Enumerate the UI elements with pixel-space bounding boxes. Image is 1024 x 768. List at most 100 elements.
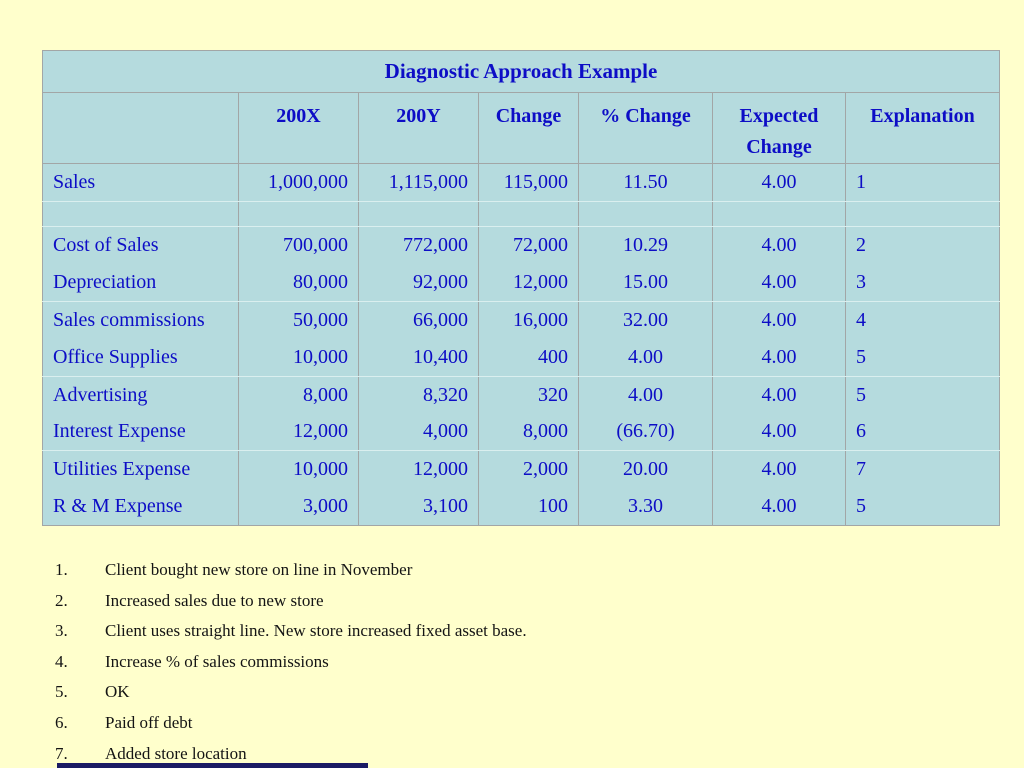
- cell-200x: 700,000: [238, 226, 359, 264]
- column-header-change: Change: [478, 92, 579, 164]
- note-item: 6. Paid off debt: [55, 713, 965, 744]
- cell-200y: 12,000: [358, 450, 479, 489]
- cell-200x: [238, 201, 359, 227]
- cell-200y: [358, 201, 479, 227]
- note-item: 4. Increase % of sales commissions: [55, 652, 965, 683]
- note-number: 3.: [55, 621, 68, 641]
- table-row-cost-of-sales: Cost of Sales 700,000 772,000 72,000 10.29 4.…: [43, 226, 1000, 264]
- cell-explanation: 3: [845, 263, 1000, 302]
- note-text: Increase % of sales commissions: [105, 651, 329, 671]
- diagnostic-table-container: Diagnostic Approach Example 200X 200Y Chan…: [42, 50, 1000, 527]
- column-header-200y: 200Y: [358, 92, 479, 164]
- note-text: Client uses straight line. New store inc…: [105, 621, 527, 641]
- cell-expected-change: 4.00: [712, 226, 846, 264]
- cell-change: 8,000: [478, 413, 579, 452]
- cell-change: 4.00: [578, 376, 713, 414]
- cell-expected-change: 4.00: [712, 263, 846, 302]
- note-item: 3. Client uses straight line. New store i…: [55, 621, 965, 652]
- table-row-advertising: Advertising 8,000 8,320 320 4.00 4.00 5: [43, 376, 1000, 414]
- row-label: Cost of Sales: [53, 233, 159, 256]
- column-header-change: % Change: [578, 92, 713, 164]
- cell-expected-change: 4.00: [712, 376, 846, 414]
- cell-expected-change: 4.00: [712, 488, 846, 526]
- cell-200y: 92,000: [358, 263, 479, 302]
- note-text: Increased sales due to new store: [105, 590, 324, 610]
- row-label: Advertising: [53, 383, 148, 406]
- table-body: Sales 1,000,000 1,115,000 115,000 11.50 4.00 1…: [42, 163, 1000, 526]
- note-text: Paid off debt: [105, 712, 193, 732]
- cell-change: 400: [478, 338, 579, 377]
- cell-change: 115,000: [478, 163, 579, 202]
- note-number: 7.: [55, 743, 68, 763]
- cell-change: 11.50: [578, 163, 713, 202]
- cell-200y: 8,320: [358, 376, 479, 414]
- cell-change: (66.70): [578, 413, 713, 452]
- column-header-blank: [42, 92, 239, 164]
- cell-change: 32.00: [578, 301, 713, 339]
- note-item: 1. Client bought new store on line in Nov…: [55, 560, 965, 591]
- cell-explanation: 7: [845, 450, 1000, 489]
- table-row-r-m-expense: R & M Expense 3,000 3,100 100 3.30 4.00 5: [43, 488, 1000, 526]
- cell-expected-change: 4.00: [712, 450, 846, 489]
- cell-200y: 4,000: [358, 413, 479, 452]
- cell-change: 16,000: [478, 301, 579, 339]
- cell-change: 4.00: [578, 338, 713, 377]
- cell-change: 10.29: [578, 226, 713, 264]
- note-number: 6.: [55, 712, 68, 732]
- cell-200y: 1,115,000: [358, 163, 479, 202]
- cell-change: 100: [478, 488, 579, 526]
- cell-200x: 80,000: [238, 263, 359, 302]
- cutoff-text-bar: [57, 763, 368, 768]
- cell-200x: 1,000,000: [238, 163, 359, 202]
- row-label: Interest Expense: [42, 413, 239, 452]
- cell-200x: 10,000: [238, 338, 359, 377]
- cell-explanation: 5: [845, 376, 1000, 414]
- diagnostic-table: Diagnostic Approach Example 200X 200Y Chan…: [42, 50, 1000, 527]
- table-row-sales: Sales 1,000,000 1,115,000 115,000 11.50 4.00 1: [42, 163, 1000, 202]
- note-number: 1.: [55, 560, 68, 579]
- cell-200x: 8,000: [238, 376, 359, 414]
- table-row-office-supplies: Office Supplies 10,000 10,400 400 4.00 4.00 5: [42, 338, 1000, 377]
- column-header-200x: 200X: [238, 92, 359, 164]
- cell-explanation: 2: [845, 226, 1000, 264]
- row-label: Office Supplies: [42, 338, 239, 377]
- cell-change: 2,000: [478, 450, 579, 489]
- notes-list: 1. Client bought new store on line in Nov…: [55, 560, 965, 768]
- cell-change: [478, 201, 579, 227]
- cell-expected-change: [712, 201, 846, 227]
- column-header-expected-change: Expected Change: [712, 92, 846, 164]
- table-row-utilities-expense: Utilities Expense 10,000 12,000 2,000 20.00 4…: [43, 450, 1000, 489]
- row-label: [42, 201, 239, 227]
- cell-expected-change: 4.00: [712, 338, 846, 377]
- cell-change: [578, 201, 713, 227]
- note-text: OK: [105, 682, 130, 702]
- cell-200x: 10,000: [238, 450, 359, 489]
- cell-change: 3.30: [578, 488, 713, 526]
- cell-200y: 772,000: [358, 226, 479, 264]
- table-row-interest-expense: Interest Expense 12,000 4,000 8,000 (66.70) 4…: [42, 413, 1000, 452]
- table-row-depreciation: Depreciation 80,000 92,000 12,000 15.00 4.00 3: [42, 263, 1000, 302]
- note-item: 7. Added store location: [55, 744, 965, 768]
- cell-expected-change: 4.00: [712, 413, 846, 452]
- cell-change: 20.00: [578, 450, 713, 489]
- note-text: Client bought new store on line in Novem…: [105, 560, 413, 579]
- cell-explanation: 5: [845, 338, 1000, 377]
- cell-explanation: 1: [845, 163, 1000, 202]
- cell-change: 12,000: [478, 263, 579, 302]
- note-number: 5.: [55, 682, 68, 702]
- note-text: Added store location: [105, 743, 247, 763]
- cell-200y: 10,400: [358, 338, 479, 377]
- table-title-row: Diagnostic Approach Example: [42, 50, 1000, 93]
- cell-200y: 66,000: [358, 301, 479, 339]
- cell-change: 72,000: [478, 226, 579, 264]
- cell-200x: 12,000: [238, 413, 359, 452]
- cell-explanation: 5: [845, 488, 1000, 526]
- row-label: Utilities Expense: [53, 458, 191, 481]
- cell-explanation: 4: [845, 301, 1000, 339]
- cell-200x: 50,000: [238, 301, 359, 339]
- cell-change: 320: [478, 376, 579, 414]
- row-label: R & M Expense: [53, 495, 183, 518]
- cell-expected-change: 4.00: [712, 163, 846, 202]
- cell-explanation: 6: [845, 413, 1000, 452]
